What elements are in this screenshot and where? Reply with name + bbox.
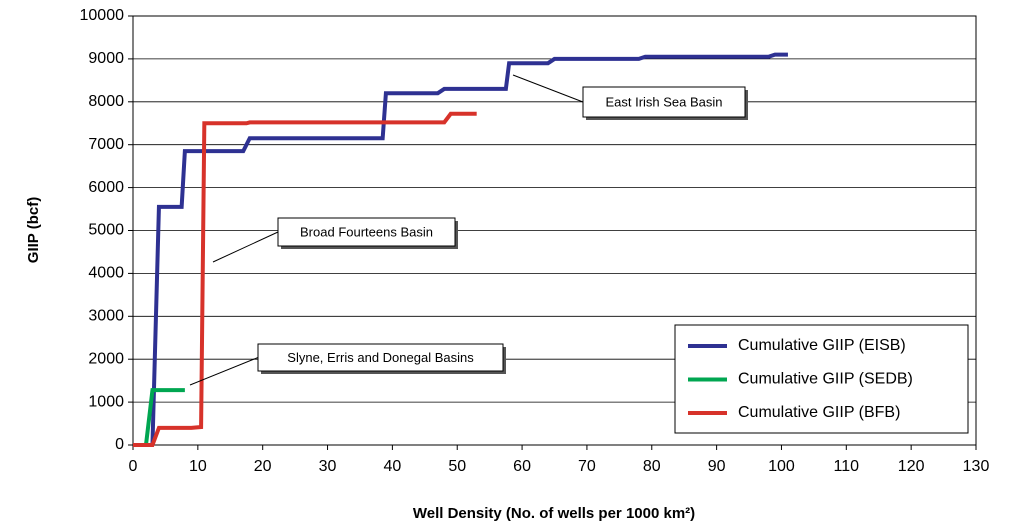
y-tick-label: 1000: [88, 393, 124, 410]
x-tick-label: 0: [129, 458, 138, 475]
annotation: East Irish Sea Basin: [605, 94, 722, 109]
x-tick-label: 90: [708, 458, 726, 475]
legend-label: Cumulative GIIP (EISB): [738, 337, 906, 354]
y-tick-label: 4000: [88, 265, 124, 282]
x-tick-label: 100: [768, 458, 795, 475]
annotation-box: [582, 86, 746, 118]
y-tick-label: 7000: [88, 136, 124, 153]
annotation-box: [277, 217, 456, 247]
y-tick-label: 0: [115, 436, 124, 453]
leader-line: [189, 357, 259, 386]
x-tick-label: 40: [383, 458, 401, 475]
annotation: Broad Fourteens Basin: [300, 224, 433, 239]
annotation: Slyne, Erris and Donegal Basins: [287, 350, 474, 365]
x-tick-label: 80: [643, 458, 661, 475]
plot-frame: [132, 15, 977, 446]
x-tick-label: 120: [898, 458, 925, 475]
annotation-box: [257, 343, 504, 372]
x-tick-label: 10: [189, 458, 207, 475]
x-tick-label: 60: [513, 458, 531, 475]
y-tick-label: 3000: [88, 308, 124, 325]
y-tick-label: 2000: [88, 350, 124, 367]
series-line: [133, 111, 477, 447]
x-tick-label: 30: [319, 458, 337, 475]
x-axis-label: Well Density (No. of wells per 1000 km²): [413, 505, 695, 522]
leader-line: [512, 74, 584, 103]
series-line: [143, 388, 185, 446]
x-tick-label: 110: [834, 458, 860, 475]
y-tick-label: 5000: [88, 222, 124, 239]
y-tick-label: 6000: [88, 179, 124, 196]
leader-line: [212, 231, 279, 263]
legend-label: Cumulative GIIP (SEDB): [738, 371, 913, 388]
x-tick-label: 20: [254, 458, 272, 475]
y-axis-label: GIIP (bcf): [25, 197, 42, 263]
series-line: [150, 52, 788, 446]
x-tick-label: 70: [578, 458, 596, 475]
x-tick-label: 130: [963, 458, 990, 475]
legend-label: Cumulative GIIP (BFB): [738, 404, 900, 421]
y-tick-label: 9000: [88, 50, 124, 67]
y-tick-label: 10000: [80, 7, 125, 24]
y-tick-label: 8000: [88, 93, 124, 110]
x-tick-label: 50: [448, 458, 466, 475]
